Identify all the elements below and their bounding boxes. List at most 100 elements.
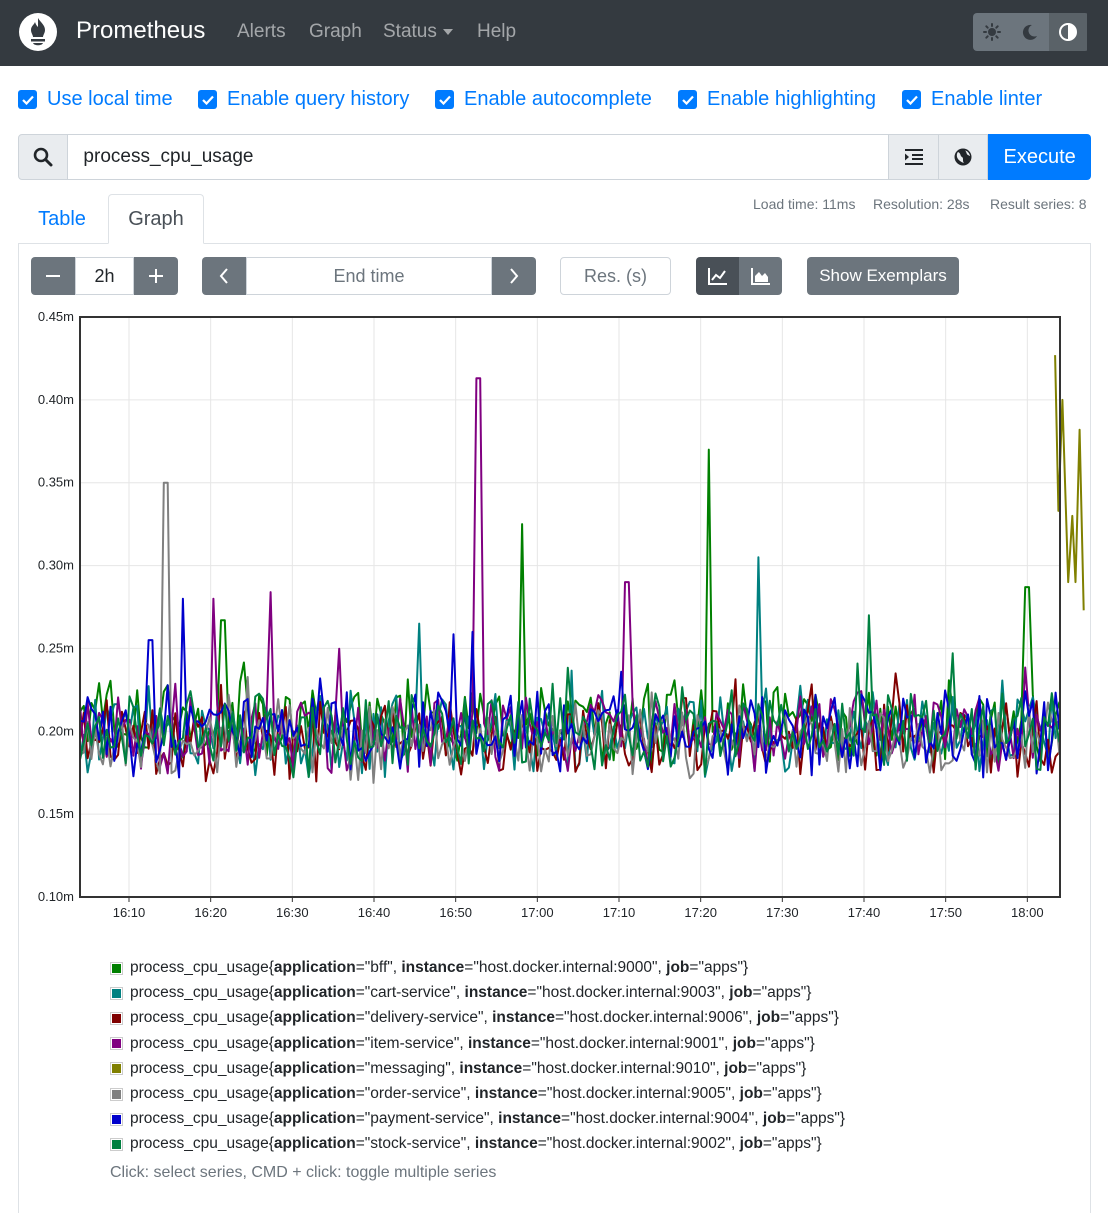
option-label: Enable autocomplete [464,88,652,110]
enable-linter-checkbox[interactable]: Enable linter [902,88,1042,111]
legend-label: process_cpu_usage{application="item-serv… [130,1034,815,1052]
query-input[interactable]: process_cpu_usage [68,134,890,180]
nav-alerts[interactable]: Alerts [237,21,286,42]
nav-graph[interactable]: Graph [309,21,362,42]
legend-hint: Click: select series, CMD + click: toggl… [110,1164,497,1181]
legend-label: process_cpu_usage{application="messaging… [130,1059,807,1077]
option-label: Use local time [47,88,173,110]
auto-theme-button[interactable] [1049,13,1087,51]
nav-status-label: Status [383,21,437,42]
legend-item[interactable]: process_cpu_usage{application="stock-ser… [110,1134,822,1154]
unstacked-chart-button[interactable] [696,257,739,295]
checkbox-checked-icon [902,90,921,109]
series-color-swatch [110,1087,123,1101]
series-color-swatch [110,961,123,975]
series-color-swatch [110,1112,123,1126]
legend-item[interactable]: process_cpu_usage{application="cart-serv… [110,983,811,1003]
resolution-stat: Resolution: 28s [873,196,970,212]
legend-label: process_cpu_usage{application="order-ser… [130,1085,822,1102]
previous-time-button[interactable] [202,257,246,295]
moon-icon [1022,24,1037,40]
legend-item[interactable]: process_cpu_usage{application="messaging… [110,1059,806,1079]
enable-query-history-checkbox[interactable]: Enable query history [198,88,409,111]
end-time-input[interactable]: End time [246,257,492,295]
prometheus-logo[interactable] [18,12,58,52]
checkbox-checked-icon [678,90,697,109]
caret-down-icon [442,28,453,35]
series-color-swatch [110,986,123,1000]
legend-label: process_cpu_usage{application="cart-serv… [130,984,812,1002]
y-tick-label: 0.30m [38,558,74,573]
range-input[interactable]: 2h [75,257,134,295]
series-color-swatch [110,1062,123,1076]
x-tick-label: 16:40 [358,905,391,920]
x-tick-label: 18:00 [1011,905,1044,920]
x-tick-label: 17:40 [848,905,881,920]
line-chart-icon [707,268,727,285]
x-tick-label: 17:00 [521,905,554,920]
brand-name[interactable]: Prometheus [76,17,206,44]
area-chart-icon [750,268,770,285]
legend-label: process_cpu_usage{application="delivery-… [130,1009,839,1027]
x-tick-label: 16:10 [113,905,146,920]
globe-icon [954,148,972,166]
series-color-swatch [110,1011,123,1025]
legend-item[interactable]: process_cpu_usage{application="item-serv… [110,1034,815,1054]
theme-toggle [973,13,1089,51]
metrics-explorer-button[interactable] [938,134,989,180]
half-circle-icon [1059,23,1077,41]
checkbox-checked-icon [198,90,217,109]
search-icon [33,147,53,167]
x-tick-label: 17:10 [603,905,636,920]
graph-panel [18,243,1091,1213]
legend-item[interactable]: process_cpu_usage{application="order-ser… [110,1084,822,1104]
next-time-button[interactable] [492,257,536,295]
cpu-usage-chart[interactable]: 0.10m 0.15m 0.20m 0.25m 0.30m 0.35m 0.40m 0.45m… [0,300,1100,930]
y-tick-label: 0.35m [38,475,74,490]
y-tick-label: 0.15m [38,806,74,821]
chevron-left-icon [219,268,228,284]
stacked-chart-button[interactable] [739,257,782,295]
x-tick-label: 16:50 [439,905,472,920]
use-local-time-checkbox[interactable]: Use local time [18,88,173,111]
y-tick-label: 0.25m [38,640,74,655]
legend-item[interactable]: process_cpu_usage{application="bff", ins… [110,958,748,978]
series-color-swatch [110,1137,123,1151]
tab-graph[interactable]: Graph [108,194,204,244]
decrease-range-button[interactable] [31,257,75,295]
x-tick-label: 17:50 [929,905,962,920]
resolution-input[interactable]: Res. (s) [560,257,671,295]
sun-icon [983,23,1001,41]
legend-label: process_cpu_usage{application="payment-s… [130,1110,846,1128]
legend-item[interactable]: process_cpu_usage{application="payment-s… [110,1109,845,1129]
light-theme-button[interactable] [973,13,1011,51]
show-exemplars-button[interactable]: Show Exemplars [807,257,959,295]
indent-list-icon [904,149,923,165]
nav-status[interactable]: Status [383,21,453,43]
y-tick-label: 0.40m [38,392,74,407]
x-tick-label: 16:30 [276,905,309,920]
tab-table[interactable]: Table [38,207,86,230]
search-icon-container [18,134,69,180]
query-history-button[interactable] [889,134,939,180]
chevron-right-icon [510,268,519,284]
y-tick-label: 0.45m [38,309,74,324]
series-color-swatch [110,1037,123,1051]
query-bar: process_cpu_usage Execute [18,134,1092,180]
dark-theme-button[interactable] [1011,13,1049,51]
y-tick-label: 0.20m [38,723,74,738]
legend-item[interactable]: process_cpu_usage{application="delivery-… [110,1008,839,1028]
execute-button[interactable]: Execute [988,134,1092,180]
x-tick-label: 17:30 [766,905,799,920]
option-label: Enable query history [227,88,410,110]
legend-label: process_cpu_usage{application="bff", ins… [130,959,749,976]
enable-autocomplete-checkbox[interactable]: Enable autocomplete [435,88,652,111]
increase-range-button[interactable] [134,257,178,295]
option-label: Enable linter [931,88,1043,110]
plus-icon [149,269,163,283]
nav-help[interactable]: Help [477,21,517,42]
plot-background [80,317,1060,897]
x-tick-label: 16:20 [194,905,227,920]
enable-highlighting-checkbox[interactable]: Enable highlighting [678,88,876,111]
plot-border [79,316,1061,898]
